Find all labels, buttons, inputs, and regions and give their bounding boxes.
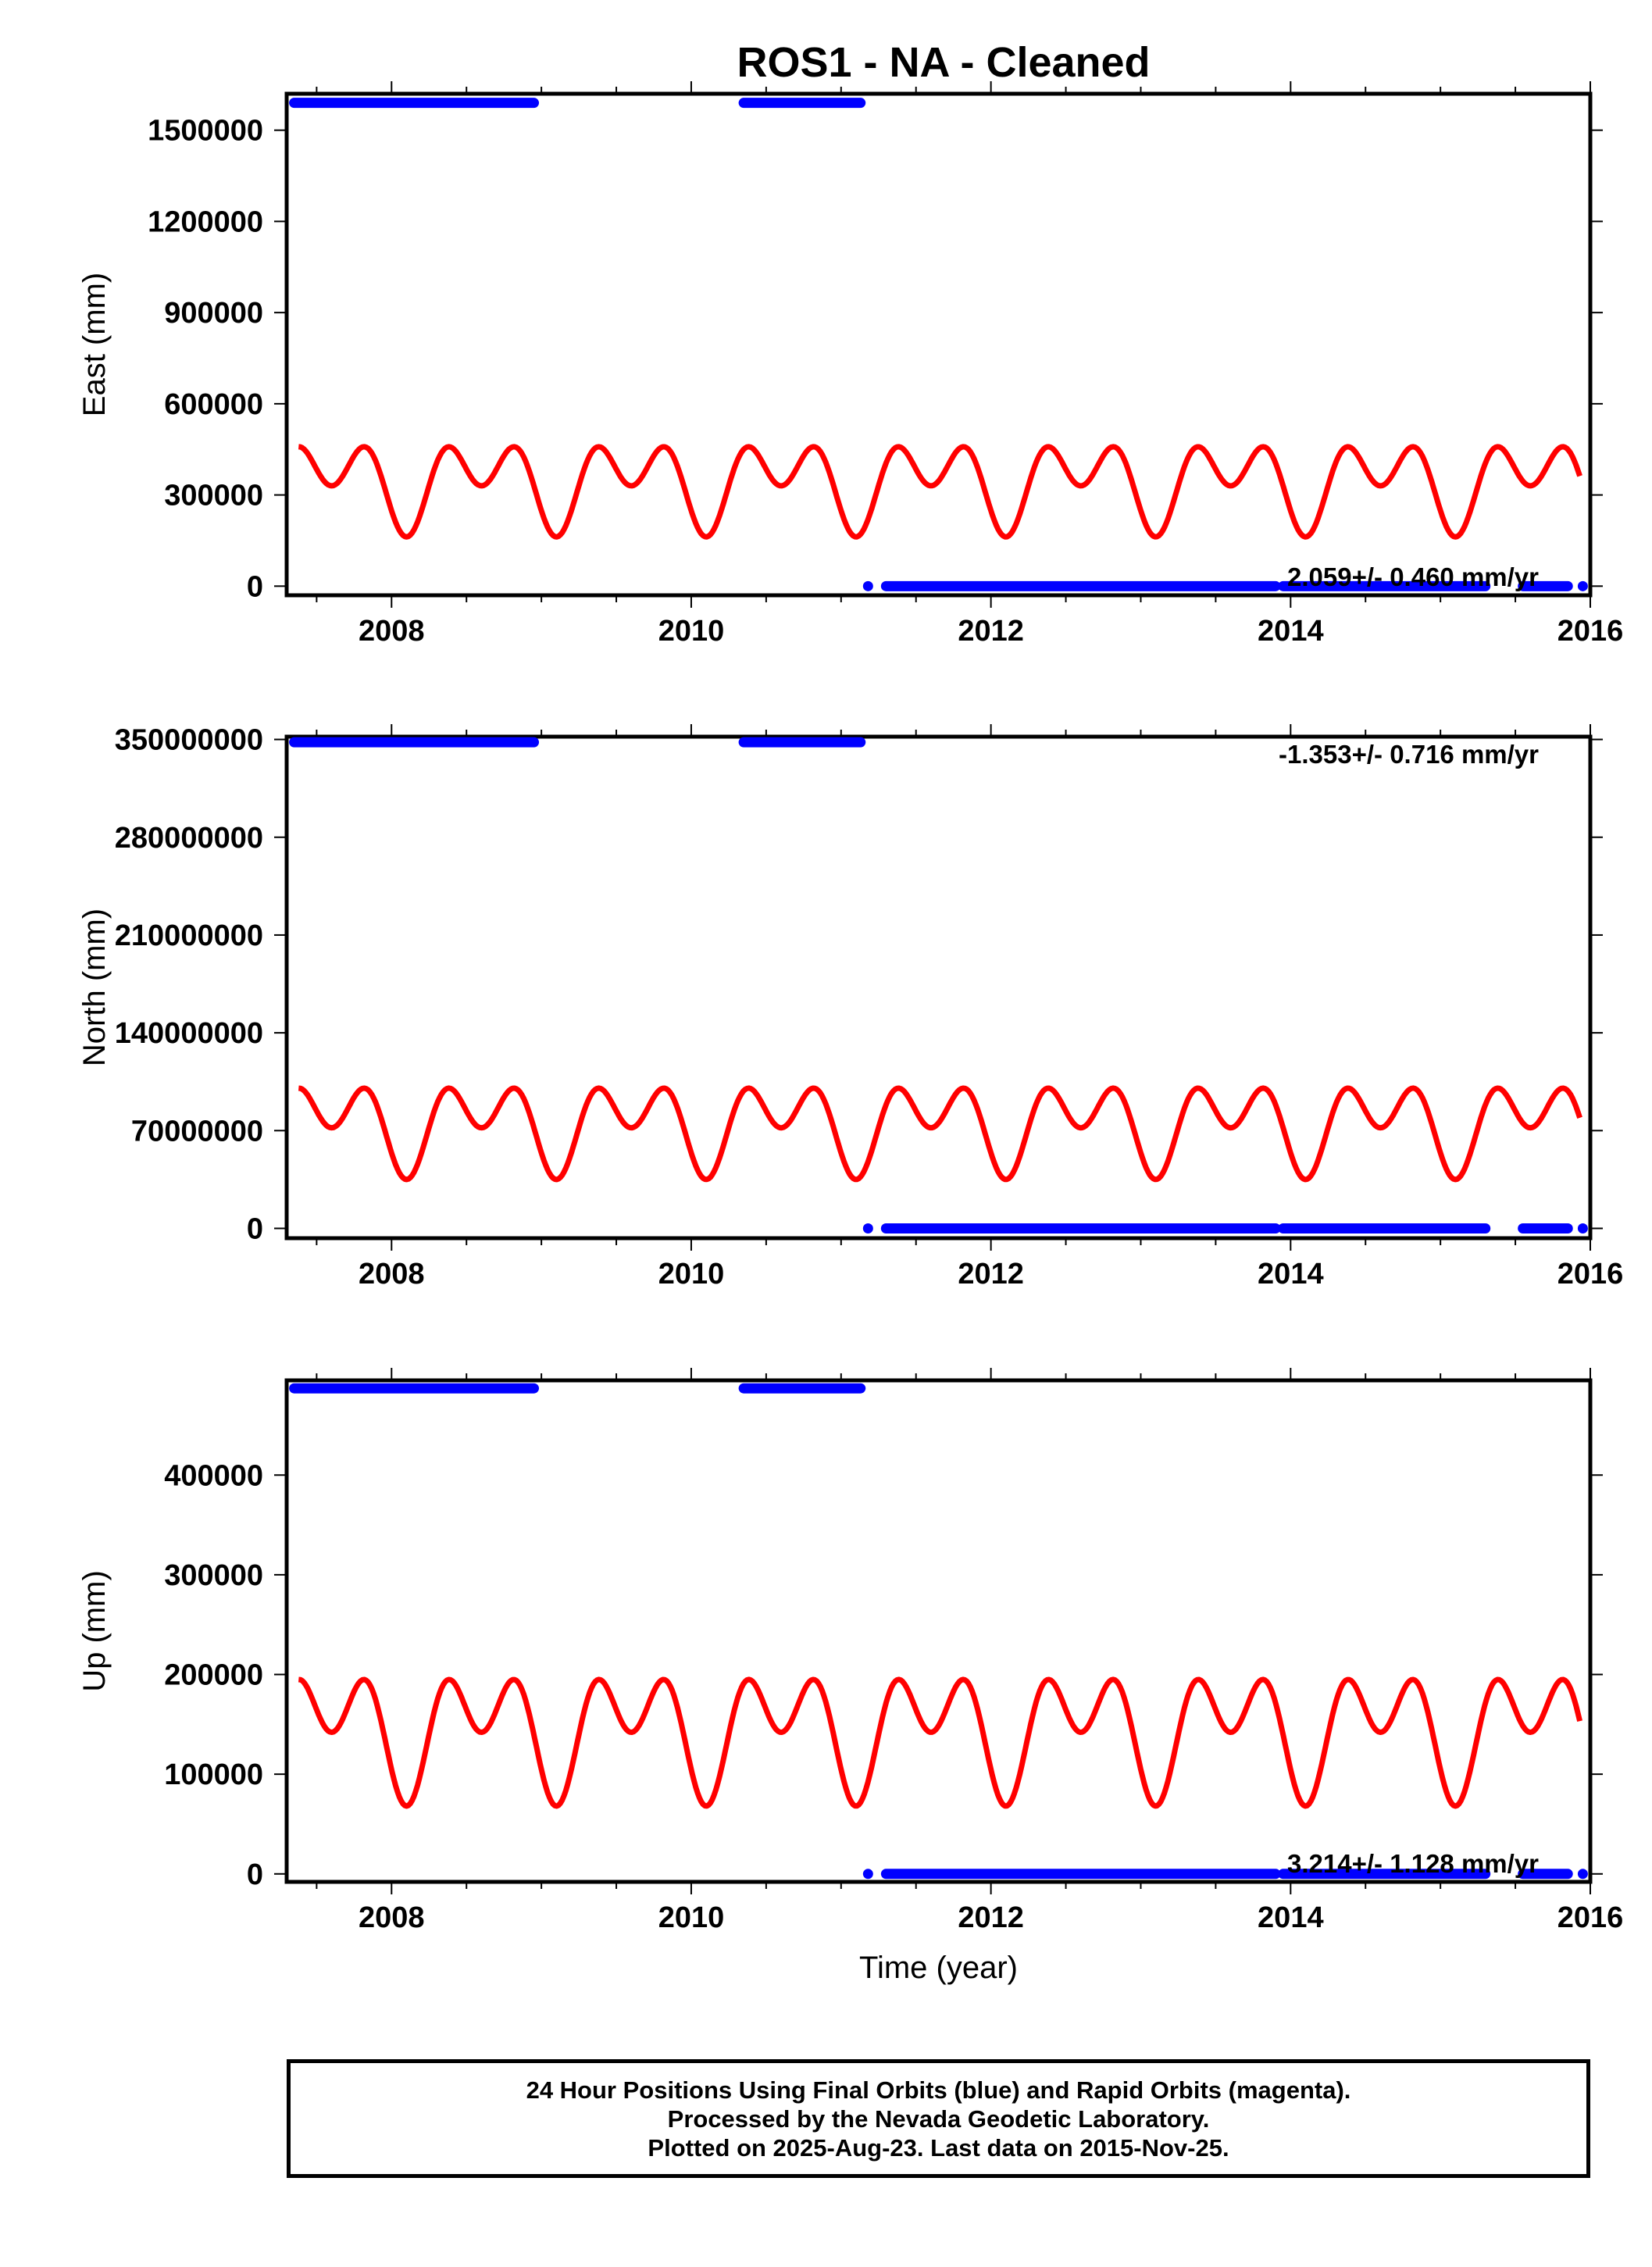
caption-line-1: 24 Hour Positions Using Final Orbits (bl… (526, 2076, 1351, 2104)
x-tick-label: 2016 (1557, 1258, 1624, 1291)
x-tick-label: 2010 (658, 615, 725, 648)
y-tick-label: 200000 (164, 1659, 263, 1692)
model-curve (298, 444, 1582, 540)
y-tick-label: 280000000 (115, 822, 263, 855)
velocity-annotation: 2.059+/- 0.460 mm/yr (1287, 562, 1539, 591)
y-tick-label: 400000 (164, 1459, 263, 1492)
velocity-annotation: -1.353+/- 0.716 mm/yr (1279, 740, 1539, 769)
panel-east: 2008 2010 2012 2014 2016 0 300000 600000 900000 1… (77, 81, 1623, 648)
y-tick-label: 900000 (164, 297, 263, 330)
panel-up: 2008 2010 2012 2014 2016 0 100000 200000 300000 4… (77, 1368, 1623, 1985)
x-axis-label: Time (year) (859, 1951, 1018, 1985)
plot-frame (284, 734, 1593, 1241)
y-axis-label: North (mm) (77, 909, 112, 1066)
velocity-annotation: 3.214+/- 1.128 mm/yr (1287, 1849, 1539, 1878)
chart-title: ROS1 - NA - Cleaned (737, 39, 1150, 86)
caption-box: 24 Hour Positions Using Final Orbits (bl… (287, 2059, 1590, 2178)
plot-frame (284, 91, 1593, 598)
y-tick-label: 0 (247, 570, 263, 603)
y-tick-label: 140000000 (115, 1017, 263, 1050)
final-orbit-point (862, 1869, 873, 1880)
final-orbit-point (1577, 1223, 1588, 1233)
x-tick-label: 2008 (359, 1258, 425, 1291)
model-curve (298, 1085, 1582, 1183)
final-orbit-point (1577, 1869, 1588, 1880)
y-axis-label: Up (mm) (77, 1570, 112, 1692)
x-tick-label: 2014 (1258, 615, 1324, 648)
caption-line-3: Plotted on 2025-Aug-23. Last data on 201… (648, 2133, 1229, 2162)
y-tick-label: 0 (247, 1858, 263, 1891)
y-tick-label: 600000 (164, 388, 263, 421)
final-orbit-point (862, 580, 873, 591)
caption-line-2: Processed by the Nevada Geodetic Laborat… (667, 2105, 1210, 2133)
x-tick-label: 2012 (958, 1258, 1024, 1291)
y-tick-label: 1200000 (148, 205, 263, 238)
plot-panels: 2008 2010 2012 2014 2016 0 300000 600000 900000 1… (77, 81, 1623, 1985)
x-tick-label: 2014 (1258, 1901, 1324, 1934)
plot-frame (284, 1378, 1593, 1884)
y-tick-label: 0 (247, 1212, 263, 1245)
y-tick-label: 70000000 (131, 1115, 263, 1148)
final-orbit-point (1577, 580, 1588, 591)
y-tick-label: 300000 (164, 1559, 263, 1592)
model-curve (298, 1676, 1583, 1809)
final-orbit-point (862, 1223, 873, 1233)
x-tick-label: 2012 (958, 615, 1024, 648)
panel-north: 2008 2010 2012 2014 2016 0 70000000 140000000 21… (77, 724, 1623, 1291)
y-tick-label: 1500000 (148, 115, 263, 148)
x-tick-label: 2008 (359, 615, 425, 648)
x-tick-label: 2010 (658, 1258, 725, 1291)
x-tick-label: 2008 (359, 1901, 425, 1934)
x-tick-label: 2016 (1557, 1901, 1624, 1934)
y-axis-label: East (mm) (77, 273, 112, 416)
y-tick-label: 350000000 (115, 724, 263, 757)
y-tick-label: 300000 (164, 480, 263, 512)
x-tick-label: 2014 (1258, 1258, 1324, 1291)
x-tick-label: 2010 (658, 1901, 725, 1934)
y-tick-label: 210000000 (115, 919, 263, 952)
x-tick-label: 2012 (958, 1901, 1024, 1934)
x-tick-label: 2016 (1557, 615, 1624, 648)
y-tick-label: 100000 (164, 1758, 263, 1791)
